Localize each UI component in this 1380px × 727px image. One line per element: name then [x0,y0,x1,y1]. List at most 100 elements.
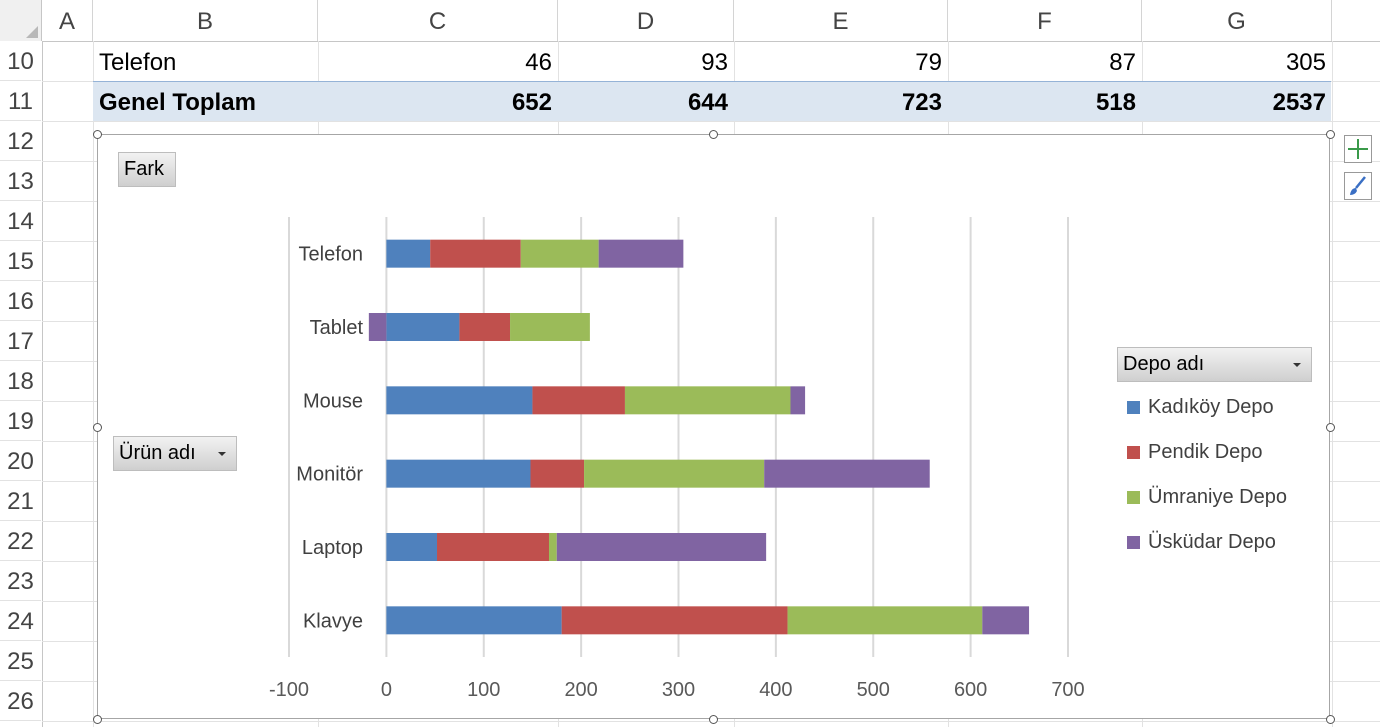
bar-segment[interactable] [624,386,791,415]
column-header-a[interactable]: A [42,0,93,41]
bar-segment[interactable] [556,533,767,561]
bar-segment[interactable] [520,239,599,268]
legend-swatch [1127,491,1140,504]
x-tick-label: 700 [1051,679,1084,701]
gridline-column [93,41,94,727]
cell-b10[interactable]: Telefon [99,49,177,76]
chart-elements-button[interactable] [1344,135,1372,163]
row-header-19[interactable]: 19 [0,401,41,441]
resize-handle-left[interactable] [93,423,102,432]
bar-segment[interactable] [598,239,684,268]
row-header-column: 10 11 12 13 14 15 16 17 18 19 20 21 22 23 24 25 26 [0,41,43,727]
table-row-total: Genel Toplam 652 644 723 518 2537 [93,82,1331,121]
legend-swatch [1127,446,1140,459]
chart-styles-button[interactable] [1344,172,1372,200]
cell-g10[interactable]: 305 [1285,49,1326,76]
y-tick-label: Tablet [310,317,364,339]
axis-field-button[interactable]: Ürün adı [113,436,237,471]
cell-b11[interactable]: Genel Toplam [99,89,256,116]
bar-segment[interactable] [386,459,531,488]
x-tick-label: 400 [759,679,792,701]
bar-segment[interactable] [787,606,983,635]
row-header-14[interactable]: 14 [0,201,41,241]
row-header-13[interactable]: 13 [0,161,41,201]
resize-handle-bottom-left[interactable] [93,715,102,724]
bar-segment[interactable] [548,533,557,561]
bar-segment[interactable] [386,313,460,341]
bar-segment[interactable] [764,459,930,488]
cell-d10[interactable]: 93 [701,49,728,76]
resize-handle-top-left[interactable] [93,130,102,139]
bar-segment[interactable] [584,459,765,488]
bar-segment[interactable] [982,606,1030,635]
column-header-bar: A B C D E F G [0,0,1380,42]
bar-segment[interactable] [386,533,438,561]
bar-segment[interactable] [386,386,533,415]
bar-segment[interactable] [532,386,625,415]
row-header-17[interactable]: 17 [0,321,41,361]
cell-d11[interactable]: 644 [687,89,728,116]
resize-handle-bottom[interactable] [709,715,718,724]
row-header-10[interactable]: 10 [0,41,41,81]
legend-label: Kadıköy Depo [1148,396,1274,418]
column-header-b[interactable]: B [93,0,318,41]
cell-g11[interactable]: 2537 [1272,89,1326,116]
plus-icon [1348,139,1368,159]
resize-handle-right[interactable] [1326,423,1335,432]
axis-field-label: Ürün adı [119,442,196,464]
x-tick-label: -100 [269,679,309,701]
row-header-22[interactable]: 22 [0,521,41,561]
row-header-24[interactable]: 24 [0,601,41,641]
bar-segment[interactable] [561,606,788,635]
select-all-corner[interactable] [0,0,42,41]
column-header-c[interactable]: C [318,0,558,41]
column-header-g[interactable]: G [1142,0,1332,41]
y-tick-label: Monitör [296,464,363,486]
resize-handle-top-right[interactable] [1326,130,1335,139]
cell-c11[interactable]: 652 [511,89,552,116]
row-header-11[interactable]: 11 [0,81,41,121]
pivot-chart[interactable]: -100 0 100 200 300 400 500 600 700 Telefon Tablet M… [97,134,1330,719]
y-tick-label: Mouse [303,390,363,412]
bar-segment[interactable] [368,313,387,341]
row-header-26[interactable]: 26 [0,681,41,721]
x-tick-label: 300 [662,679,695,701]
chevron-down-icon [218,452,226,456]
x-tick-label: 200 [564,679,597,701]
bar-segment[interactable] [530,459,585,488]
resize-handle-bottom-right[interactable] [1326,715,1335,724]
values-field-label: Fark [124,158,164,180]
cell-f10[interactable]: 87 [1109,49,1136,76]
legend-label: Pendik Depo [1148,441,1263,463]
legend-field-button[interactable]: Depo adı [1117,347,1312,382]
column-header-f[interactable]: F [948,0,1142,41]
cell-e11[interactable]: 723 [901,89,942,116]
paintbrush-icon [1350,176,1366,195]
row-header-25[interactable]: 25 [0,641,41,681]
column-header-d[interactable]: D [558,0,734,41]
row-header-18[interactable]: 18 [0,361,41,401]
cell-f11[interactable]: 518 [1095,89,1136,116]
row-header-21[interactable]: 21 [0,481,41,521]
row-header-23[interactable]: 23 [0,561,41,601]
resize-handle-top[interactable] [709,130,718,139]
cell-e10[interactable]: 79 [915,49,942,76]
row-header-16[interactable]: 16 [0,281,41,321]
y-tick-label: Klavye [303,610,363,632]
column-header-e[interactable]: E [734,0,948,41]
y-tick-label: Telefon [299,244,364,266]
bar-segment[interactable] [386,606,562,635]
row-header-12[interactable]: 12 [0,121,41,161]
bar-segment[interactable] [459,313,511,341]
bar-segment[interactable] [430,239,521,268]
row-header-20[interactable]: 20 [0,441,41,481]
chart-plot-area: -100 0 100 200 300 400 500 600 700 Telefon Tablet M… [269,217,1085,701]
bar-segment[interactable] [510,313,590,341]
row-header-15[interactable]: 15 [0,241,41,281]
bar-segment[interactable] [386,239,431,268]
values-field-button[interactable]: Fark [118,152,176,187]
bar-segment[interactable] [790,386,806,415]
legend-swatch [1127,536,1140,549]
cell-c10[interactable]: 46 [525,49,552,76]
bar-segment[interactable] [437,533,549,561]
